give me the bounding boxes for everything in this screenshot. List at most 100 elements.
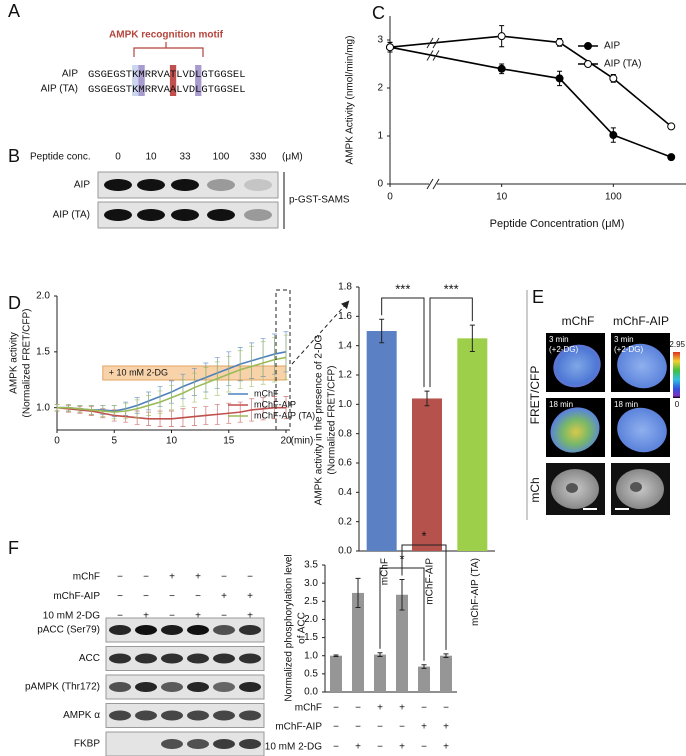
time-label: 3 min: [614, 335, 634, 344]
marker: [609, 74, 618, 83]
cell: [617, 407, 667, 453]
y-tick-label: 1.0: [304, 650, 318, 661]
y-tick-label: 3: [377, 35, 383, 46]
blot-row-label: FKBP: [74, 739, 100, 750]
error-bar: [379, 318, 385, 344]
marker: [555, 74, 564, 83]
break-mark: [432, 50, 440, 61]
legend-label: mChF-AIP (TA): [254, 410, 315, 420]
legend-label: mChF: [254, 388, 279, 398]
legend-marker: [584, 60, 592, 68]
condition-sign: +: [195, 572, 201, 583]
motif-title: AMPK recognition motif: [109, 30, 224, 41]
y-tick-label: 1.5: [36, 346, 50, 357]
condition-sign: −: [421, 742, 427, 753]
condition-sign: −: [377, 722, 383, 733]
condition-sign: +: [169, 572, 175, 583]
nucleus: [566, 483, 578, 493]
x-tick-label: 0: [387, 192, 393, 203]
blot-band: [244, 179, 272, 191]
condition-sign: −: [117, 591, 123, 602]
blot-row-label: AMPK α: [63, 710, 100, 721]
condition-sign: +: [355, 742, 361, 753]
antibody-label: p-GST-SAMS: [289, 195, 350, 206]
x-tick-label: 100: [605, 192, 622, 203]
x-axis-label: Peptide Concentration (μM): [490, 218, 625, 230]
panel-label: B: [8, 146, 20, 166]
bar: [412, 398, 442, 551]
y-tick-label: 2: [377, 83, 383, 94]
blot-strip: [105, 703, 265, 728]
blot-band: [239, 625, 261, 635]
blot-band: [137, 179, 165, 191]
condition-sign: −: [333, 742, 339, 753]
cell: [550, 407, 600, 453]
significance-label: ***: [444, 281, 459, 296]
y-axis-label: AMPK activity: [9, 332, 20, 394]
blot-band: [213, 682, 235, 692]
cell: [553, 344, 601, 388]
blot-band: [104, 179, 132, 191]
colorbar-min: 0: [675, 400, 680, 409]
blot-band: [135, 625, 157, 635]
blot-band: [109, 682, 131, 692]
condition-sign: −: [421, 703, 427, 714]
break-mark: [426, 178, 434, 190]
time-label: (+2-DG): [614, 345, 643, 354]
marker: [555, 38, 564, 47]
condition-sign: +: [399, 742, 405, 753]
error-bar: [424, 390, 430, 407]
y-axis-label: AMPK activity in the presence of 2-DG: [314, 334, 325, 505]
condition-label: mChF: [73, 572, 100, 583]
condition-sign: +: [421, 722, 427, 733]
y-tick-label: 0.4: [338, 487, 352, 498]
y-tick-label: 0.2: [338, 516, 352, 527]
y-tick-label: 3.0: [304, 578, 318, 589]
blot-band: [187, 682, 209, 692]
conc-value: 100: [213, 152, 230, 163]
significance-bracket: [429, 297, 473, 388]
motif-highlight: [169, 65, 177, 96]
blot-band: [213, 739, 235, 749]
x-tick-label: 0: [54, 436, 60, 447]
marker: [609, 131, 618, 140]
blot-band: [109, 653, 131, 664]
time-label: (+2-DG): [549, 345, 578, 354]
significance-label: ***: [395, 281, 410, 296]
error-bar: [443, 653, 449, 659]
error-bar: [421, 664, 427, 669]
x-tick-label: mChF: [379, 558, 390, 585]
condition-label: 10 mM 2-DG: [265, 742, 322, 753]
blot-band: [187, 625, 209, 635]
bar: [440, 655, 452, 692]
y-tick-label: 1.6: [338, 311, 352, 322]
image-grid: [546, 333, 680, 515]
conc-value: 10: [145, 152, 157, 163]
condition-sign: −: [117, 572, 123, 583]
blot-band: [239, 739, 261, 749]
condition-sign: +: [221, 591, 227, 602]
y-tick-label: 0: [377, 179, 383, 190]
y-tick-label: 1.0: [338, 399, 352, 410]
y-axis-label: (Normalized FRET/CFP): [327, 366, 338, 475]
condition-sign: −: [169, 611, 175, 622]
row-label: FRET/CFP: [528, 366, 542, 425]
blot-band: [213, 710, 235, 721]
blot-band: [135, 682, 157, 692]
conc-value: 33: [179, 152, 191, 163]
y-tick-label: 0.5: [304, 668, 318, 679]
legend-label: AIP: [604, 41, 620, 52]
axis-break: [429, 180, 437, 188]
x-tick-label: mChF-AIP: [425, 558, 436, 605]
conc-value: 330: [250, 152, 267, 163]
bar: [457, 338, 488, 551]
blot-row-label: pACC (Ser79): [37, 625, 100, 636]
blot-band: [171, 179, 199, 191]
blot-band: [213, 653, 235, 664]
error-bar: [377, 652, 383, 657]
y-tick-label: 2.0: [304, 614, 318, 625]
condition-sign: −: [247, 572, 253, 583]
treatment-label: + 10 mM 2-DG: [109, 367, 168, 377]
y-tick-label: 2.5: [304, 596, 318, 607]
legend-marker: [584, 42, 592, 50]
